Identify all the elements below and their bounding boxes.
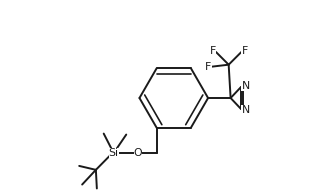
Text: N: N — [241, 105, 250, 115]
Text: Si: Si — [109, 148, 119, 158]
Text: N: N — [241, 81, 250, 91]
Text: F: F — [210, 46, 216, 56]
Text: F: F — [242, 46, 248, 56]
Text: O: O — [134, 148, 142, 158]
Text: F: F — [205, 62, 212, 72]
